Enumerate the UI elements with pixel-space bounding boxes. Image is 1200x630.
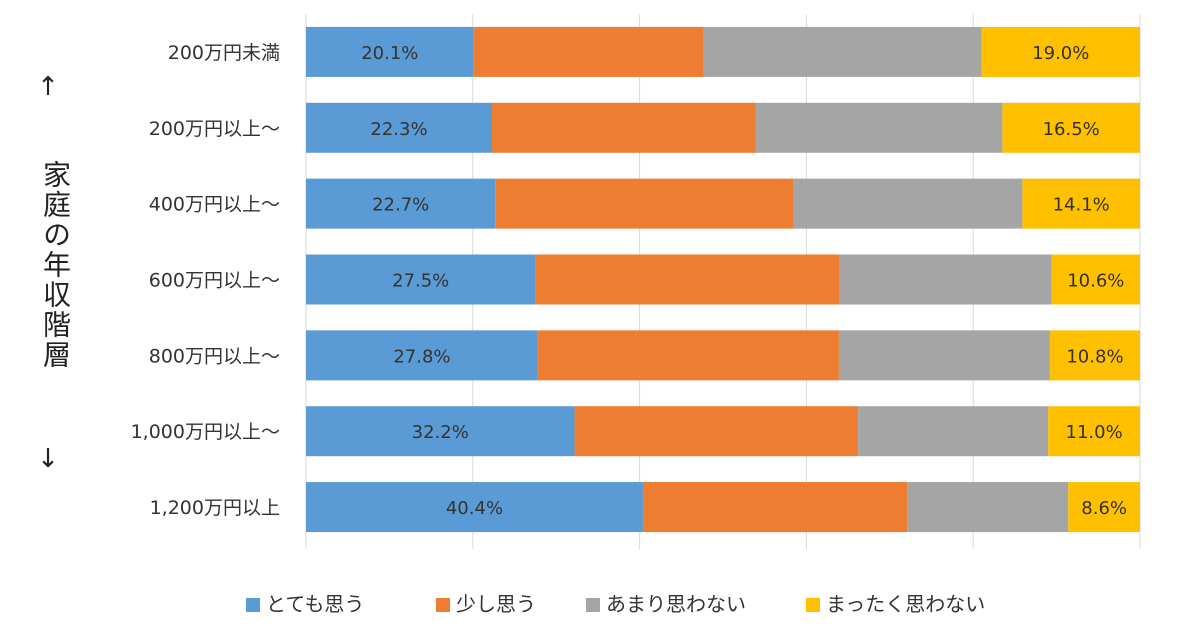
legend-label: 少し思う — [456, 592, 536, 616]
legend-swatch — [586, 598, 600, 612]
bar-segment — [1022, 178, 1140, 229]
data-label: 19.0% — [1032, 43, 1089, 64]
legend-swatch — [246, 598, 260, 612]
bar-segment — [839, 254, 1052, 305]
data-label: 10.8% — [1066, 346, 1123, 367]
data-label: 22.3% — [370, 119, 427, 140]
category-label: 1,200万円以上 — [150, 497, 280, 519]
bar-segment — [306, 178, 496, 229]
data-label: 32.2% — [412, 422, 469, 443]
bar-segment — [981, 26, 1140, 77]
data-label: 40.4% — [446, 498, 503, 519]
bar-segment — [495, 178, 794, 229]
legend-swatch — [436, 598, 450, 612]
bar-segment — [703, 26, 982, 77]
bar-segment — [306, 102, 492, 153]
bar-segment — [793, 178, 1023, 229]
category-label: 200万円未満 — [168, 42, 280, 64]
bar-segment — [574, 406, 859, 457]
bar-segment — [535, 254, 840, 305]
category-label: 200万円以上～ — [149, 118, 280, 140]
bar-segment — [1051, 254, 1140, 305]
data-label: 11.0% — [1066, 422, 1123, 443]
legend-swatch — [806, 598, 820, 612]
data-label: 8.6% — [1081, 498, 1127, 519]
bar-segment — [306, 482, 643, 533]
bar-segment — [306, 406, 575, 457]
category-label: 600万円以上～ — [149, 270, 280, 292]
bar-segment — [1002, 102, 1140, 153]
bar-segment — [491, 102, 756, 153]
bar-segment — [306, 254, 536, 305]
legend-label: とても思う — [266, 592, 364, 616]
bar-segment — [838, 330, 1050, 381]
arrow-down-icon: ↓ — [37, 444, 59, 474]
bar-segment — [907, 482, 1069, 533]
data-label: 20.1% — [361, 43, 418, 64]
data-label: 27.8% — [393, 346, 450, 367]
bar-segment — [1068, 482, 1140, 533]
bar-segment — [755, 102, 1003, 153]
legend-label: まったく思わない — [826, 592, 985, 616]
data-label: 10.6% — [1067, 271, 1124, 292]
category-label: 1,000万円以上～ — [131, 421, 280, 443]
bar-segment — [537, 330, 839, 381]
bar-segment — [858, 406, 1049, 457]
bar-segment — [1048, 406, 1140, 457]
arrow-up-icon: ↑ — [37, 72, 59, 102]
data-label: 14.1% — [1053, 195, 1110, 216]
data-label: 22.7% — [372, 195, 429, 216]
data-label: 27.5% — [392, 271, 449, 292]
bar-segment — [642, 482, 908, 533]
data-label: 16.5% — [1043, 119, 1100, 140]
legend-label: あまり思わない — [606, 592, 746, 616]
bar-segment — [473, 26, 704, 77]
bar-segment — [306, 330, 538, 381]
bar-segment — [306, 26, 474, 77]
category-label: 400万円以上～ — [149, 194, 280, 216]
category-label: 800万円以上～ — [149, 345, 280, 367]
bar-segment — [1049, 330, 1140, 381]
chart-ylabel: 家庭の年収階層 — [39, 160, 72, 370]
